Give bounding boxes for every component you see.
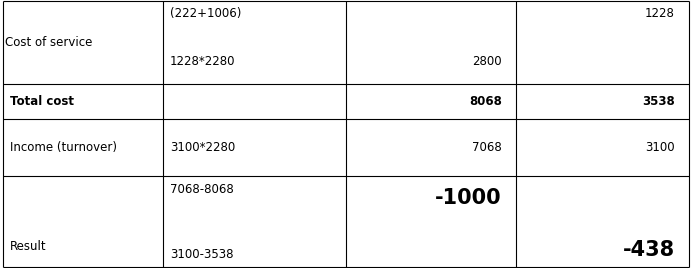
Text: -438: -438 — [623, 240, 675, 260]
Text: 7068-8068: 7068-8068 — [170, 183, 234, 196]
Text: 8068: 8068 — [469, 95, 502, 108]
Text: 1228: 1228 — [645, 7, 675, 20]
Text: Income (turnover): Income (turnover) — [10, 141, 117, 154]
Text: 2800: 2800 — [473, 55, 502, 68]
Text: 1228*2280: 1228*2280 — [170, 55, 235, 68]
Text: 7068: 7068 — [472, 141, 502, 154]
Text: 3538: 3538 — [642, 95, 675, 108]
Text: 3100*2280: 3100*2280 — [170, 141, 235, 154]
Text: 3100-3538: 3100-3538 — [170, 248, 233, 261]
Text: Result: Result — [10, 240, 46, 253]
Text: (222+1006): (222+1006) — [170, 7, 242, 20]
Text: 3100: 3100 — [645, 141, 675, 154]
Text: -1000: -1000 — [435, 188, 502, 208]
Text: Cost of service: Cost of service — [5, 36, 93, 49]
Text: Total cost: Total cost — [10, 95, 74, 108]
